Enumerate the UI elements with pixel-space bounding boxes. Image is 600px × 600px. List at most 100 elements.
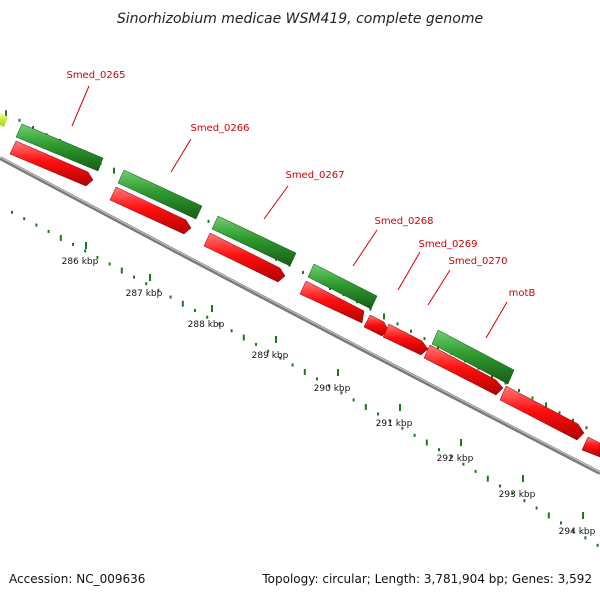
gc-dot — [547, 512, 550, 519]
kbp-tick — [85, 242, 87, 249]
gc-dot — [352, 398, 355, 402]
gc-dot — [364, 403, 367, 410]
kbp-tick — [149, 274, 151, 281]
kbp-label: 287 kbp — [126, 289, 163, 299]
gene-motb-feature[interactable] — [431, 329, 515, 385]
gc-dot — [535, 506, 538, 510]
gene-label[interactable]: Smed_0269 — [418, 239, 477, 250]
gene-reverse-after-motb[interactable] — [499, 385, 585, 441]
gc-dot — [462, 462, 465, 466]
gc-dot — [425, 439, 428, 446]
gc-dot — [59, 234, 62, 241]
gc-dot — [18, 118, 21, 122]
kbp-tick — [522, 475, 524, 482]
gc-dot — [303, 368, 306, 375]
gc-dot — [474, 469, 477, 473]
gc-dot — [194, 308, 196, 312]
gene-label-line — [427, 269, 451, 306]
gc-dot — [523, 499, 526, 503]
gc-dot — [113, 167, 115, 174]
gene-label[interactable]: Smed_0266 — [190, 123, 249, 134]
gene-reverse-edge[interactable] — [581, 436, 600, 458]
gene-smed-0270-reverse[interactable] — [382, 323, 429, 356]
gc-dot — [377, 412, 379, 416]
gc-dot — [423, 337, 426, 341]
gc-dot — [410, 329, 412, 333]
kbp-label: 294 kbp — [559, 527, 596, 537]
gc-dot — [35, 223, 38, 227]
gene-label[interactable]: Smed_0267 — [285, 170, 344, 181]
gc-dot — [32, 126, 34, 130]
kbp-tick — [460, 439, 462, 446]
gene-smed-0265-feature[interactable] — [15, 123, 104, 172]
gc-dot — [120, 267, 123, 274]
gc-dot — [47, 229, 50, 233]
kbp-scale: 286 kbp 287 kbp 288 kbp 289 kbp 290 kbp 291 k… — [62, 242, 596, 537]
gc-dot — [181, 300, 184, 307]
gc-dot — [504, 381, 507, 385]
kbp-tick — [337, 369, 339, 376]
gc-dot — [302, 270, 304, 274]
gc-dot — [558, 411, 561, 415]
gc-dot — [545, 402, 547, 409]
map-title: Sinorhizobium medicae WSM419, complete g… — [117, 11, 483, 27]
kbp-tick — [399, 404, 401, 411]
kbp-label: 289 kbp — [252, 351, 289, 361]
gc-dot — [84, 249, 87, 253]
gc-dot — [218, 322, 221, 326]
genome-backbone — [0, 156, 600, 475]
gene-smed-0266-reverse[interactable] — [109, 186, 192, 235]
kbp-label: 291 kbp — [376, 419, 413, 429]
gene-label[interactable]: Smed_0270 — [448, 256, 507, 267]
gene-label[interactable]: motB — [509, 288, 536, 299]
gc-dot — [328, 384, 331, 388]
gene-label-line — [170, 138, 192, 173]
gc-dot — [499, 484, 501, 488]
gc-dot — [450, 455, 453, 459]
topology-text: Topology: circular; Length: 3,781,904 bp… — [262, 572, 592, 586]
gc-dot — [255, 342, 257, 346]
kbp-tick — [275, 336, 277, 343]
gc-dot — [560, 521, 562, 525]
gc-dot — [596, 543, 599, 547]
gene-smed-0268-reverse[interactable] — [299, 280, 365, 324]
gc-dot — [369, 307, 372, 311]
gc-dot — [413, 433, 416, 437]
kbp-tick — [582, 512, 584, 519]
gc-dot — [72, 242, 74, 246]
gc-dot — [169, 295, 172, 299]
gc-dot — [518, 388, 520, 392]
gene-label-line — [397, 251, 421, 291]
kbp-label: 292 kbp — [437, 454, 474, 464]
reverse-strand-genes — [9, 140, 600, 458]
gene-reverse-after-0270[interactable] — [423, 344, 504, 396]
gc-dot — [401, 426, 404, 430]
kbp-tick — [211, 305, 213, 312]
kbp-label: 288 kbp — [188, 320, 225, 330]
gc-content-track-inner — [11, 210, 599, 547]
gc-dot — [108, 262, 111, 266]
accession-text: Accession: NC_009636 — [9, 572, 146, 586]
gc-dot — [242, 334, 245, 341]
gene-label[interactable]: Smed_0265 — [66, 70, 125, 81]
gc-dot — [531, 396, 534, 400]
gc-dot — [438, 448, 440, 452]
gene-smed-0267-feature[interactable] — [211, 215, 297, 267]
gc-dot — [133, 275, 135, 279]
gene-smed-0267-reverse[interactable] — [203, 232, 286, 283]
gc-dot — [145, 282, 148, 286]
gene-smed-0265-reverse[interactable] — [9, 140, 94, 187]
gene-smed-0266-feature[interactable] — [117, 169, 203, 220]
gc-dot — [316, 377, 318, 381]
gene-label[interactable]: Smed_0268 — [374, 216, 433, 227]
gene-fragment-left[interactable] — [0, 113, 8, 127]
gc-dot — [389, 419, 392, 423]
gc-dot — [157, 288, 160, 292]
gc-dot — [340, 391, 343, 395]
gc-dot — [96, 255, 99, 259]
gc-dot — [584, 536, 587, 540]
gc-dot — [11, 210, 13, 214]
gc-dot — [207, 219, 210, 223]
gene-smed-0268-feature[interactable] — [307, 263, 378, 310]
